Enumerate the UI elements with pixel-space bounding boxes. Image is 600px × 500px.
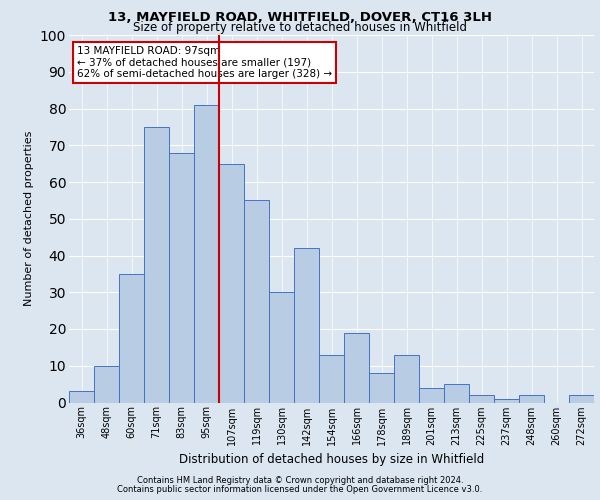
Bar [269, 292, 294, 403]
Text: 13, MAYFIELD ROAD, WHITFIELD, DOVER, CT16 3LH: 13, MAYFIELD ROAD, WHITFIELD, DOVER, CT1… [108, 11, 492, 24]
Bar [344, 332, 369, 402]
Bar [219, 164, 244, 402]
Bar [69, 392, 94, 402]
Bar [444, 384, 469, 402]
Text: Contains public sector information licensed under the Open Government Licence v3: Contains public sector information licen… [118, 484, 482, 494]
Bar [94, 366, 119, 403]
Bar [319, 354, 344, 403]
Bar [169, 152, 194, 402]
Text: Contains HM Land Registry data © Crown copyright and database right 2024.: Contains HM Land Registry data © Crown c… [137, 476, 463, 485]
Bar [469, 395, 494, 402]
Bar [369, 373, 394, 402]
Bar [569, 395, 594, 402]
Bar [144, 127, 169, 402]
Bar [419, 388, 444, 402]
Bar [244, 200, 269, 402]
Bar [294, 248, 319, 402]
Bar [119, 274, 144, 402]
Bar [519, 395, 544, 402]
Bar [394, 354, 419, 403]
Y-axis label: Number of detached properties: Number of detached properties [24, 131, 34, 306]
Bar [494, 399, 519, 402]
Text: Size of property relative to detached houses in Whitfield: Size of property relative to detached ho… [133, 22, 467, 35]
X-axis label: Distribution of detached houses by size in Whitfield: Distribution of detached houses by size … [179, 453, 484, 466]
Text: 13 MAYFIELD ROAD: 97sqm
← 37% of detached houses are smaller (197)
62% of semi-d: 13 MAYFIELD ROAD: 97sqm ← 37% of detache… [77, 46, 332, 79]
Bar [194, 105, 219, 403]
